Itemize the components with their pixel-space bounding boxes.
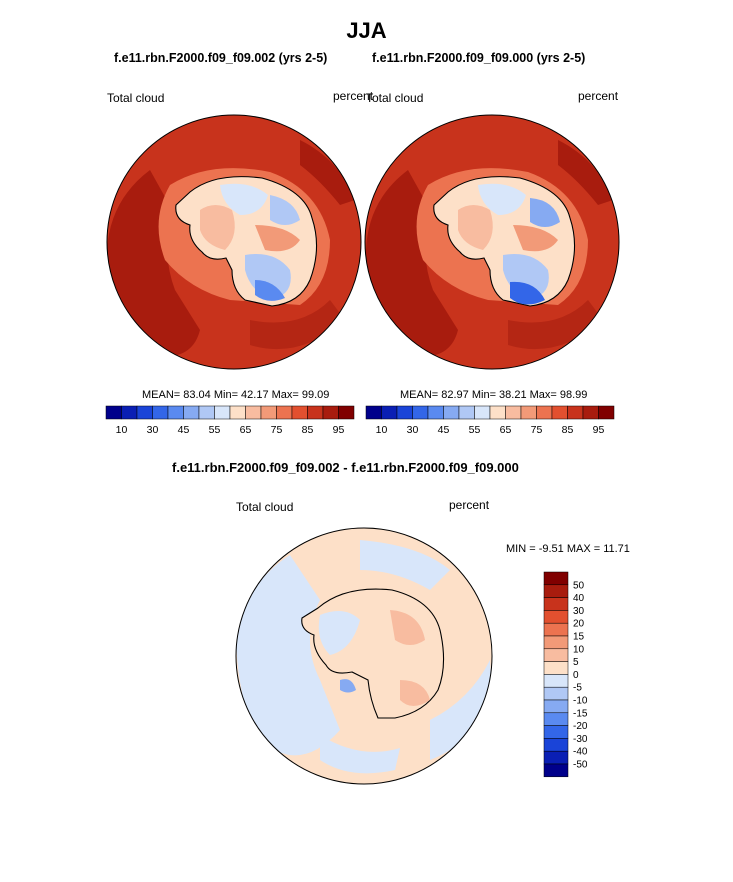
panel2-variable-label: Total cloud — [366, 91, 424, 105]
panel2-colorbar-tick: 65 — [500, 424, 512, 436]
diff-colorbar-tick: -10 — [573, 696, 588, 707]
panel2-interior-warm — [513, 225, 558, 252]
panel1-units-label: percent — [333, 89, 374, 103]
diff-colorbar-box — [543, 584, 569, 598]
diff-colorbar-tick: 50 — [573, 580, 585, 591]
panel2-interior-warm — [458, 205, 493, 250]
panel1-interior-blue — [220, 183, 268, 215]
panel2-colorbar-tick: 10 — [376, 424, 388, 436]
diff-land-warm — [390, 610, 425, 645]
panel1-colorbar-tick: 65 — [240, 424, 252, 436]
diff-colorbar-tick: 20 — [573, 619, 585, 630]
diff-colorbar-box — [543, 635, 569, 650]
diff-colorbar-tick: 30 — [573, 606, 585, 617]
diff-land-blue — [340, 679, 356, 693]
panel1-variable-label: Total cloud — [107, 91, 165, 105]
panel2-interior-blue — [530, 198, 560, 227]
diff-colorbar-tick: 0 — [573, 670, 579, 681]
panel2-colorbar-tick: 30 — [407, 424, 419, 436]
diff-colorbar-box — [543, 763, 569, 778]
panel2-case-title: f.e11.rbn.F2000.f09_f09.000 (yrs 2-5) — [372, 51, 586, 65]
diff-colorbar-tick: -50 — [573, 760, 588, 771]
diff-land-warm — [400, 680, 430, 706]
panel1-dark-region — [300, 140, 355, 205]
diff-colorbar-box — [543, 712, 569, 726]
panel2-colorbar-tick: 55 — [469, 424, 481, 436]
panel1-interior-warm — [255, 225, 300, 252]
panel1-colorbar: 10 30 45 55 65 75 85 95 — [105, 405, 355, 436]
panel1-colorbar-tick: 95 — [333, 424, 345, 436]
diff-colorbar-tick: -5 — [573, 683, 582, 694]
diff-variable-label: Total cloud — [236, 500, 294, 514]
diff-blue-region — [320, 735, 400, 774]
panel2-colorbar-tick: 45 — [438, 424, 450, 436]
diff-colorbar-tick: 10 — [573, 644, 585, 655]
panel2-colorbar-tick: 95 — [593, 424, 605, 436]
diff-colorbar-tick: 5 — [573, 657, 579, 668]
panel1-colorbar-tick: 85 — [302, 424, 314, 436]
panel1-interior-warm — [200, 205, 235, 250]
panel2-interior-blue — [478, 183, 526, 215]
diff-title: f.e11.rbn.F2000.f09_f09.002 - f.e11.rbn.… — [172, 460, 519, 475]
panel1-stats: MEAN= 83.04 Min= 42.17 Max= 99.09 — [142, 389, 330, 401]
diff-colorbar-box — [543, 571, 569, 586]
panel1-colorbar-tick: 30 — [147, 424, 159, 436]
diff-colorbar-tick: -15 — [573, 708, 588, 719]
diff-blue-region — [360, 540, 450, 590]
panel2-units-label: percent — [578, 89, 619, 103]
diff-land-blue — [318, 611, 360, 655]
diff-colorbar-box — [543, 686, 569, 701]
diff-colorbar-tick: 15 — [573, 632, 585, 643]
panel2-colorbar-tick: 75 — [531, 424, 543, 436]
panel1-colorbar-tick: 10 — [116, 424, 128, 436]
panel1-interior-blue — [270, 195, 300, 225]
panel2-colorbar: 10 30 45 55 65 75 85 95 — [365, 405, 615, 436]
diff-units-label: percent — [449, 498, 490, 512]
diff-colorbar-tick: -20 — [573, 721, 588, 732]
diff-colorbar-box — [543, 597, 569, 611]
diff-colorbar-box — [543, 738, 569, 752]
page-title: JJA — [346, 18, 387, 43]
diff-colorbar-box — [543, 610, 569, 624]
diff-blue-region — [430, 660, 492, 760]
diff-colorbar-box — [543, 661, 569, 675]
diff-colorbar-tick: 40 — [573, 593, 585, 604]
panel1-colorbar-box — [338, 405, 355, 420]
diff-colorbar-box — [543, 725, 569, 739]
diff-blue-region — [236, 555, 340, 756]
diff-colorbar-box — [543, 622, 569, 637]
diff-colorbar-box — [543, 648, 569, 662]
panel1-colorbar-tick: 55 — [209, 424, 221, 436]
panel1-dark-region — [107, 170, 200, 357]
panel1-colorbar-tick: 45 — [178, 424, 190, 436]
diff-colorbar-tick: -40 — [573, 747, 588, 758]
panel2-colorbar-tick: 85 — [562, 424, 574, 436]
panel1-interior-blue — [255, 280, 285, 301]
diff-colorbar-box — [543, 750, 569, 765]
diff-stats: MIN = -9.51 MAX = 11.71 — [506, 543, 630, 555]
diff-colorbar-box — [543, 699, 569, 714]
panel1-colorbar-tick: 75 — [271, 424, 283, 436]
panel2-stats: MEAN= 82.97 Min= 38.21 Max= 98.99 — [400, 389, 588, 401]
diff-colorbar-box — [543, 674, 569, 688]
panel2-colorbar-box — [598, 405, 615, 420]
diff-colorbar-tick: -30 — [573, 734, 588, 745]
panel2-dark-region — [558, 140, 613, 205]
panel2-dark-region — [365, 170, 458, 357]
panel1-case-title: f.e11.rbn.F2000.f09_f09.002 (yrs 2-5) — [114, 51, 328, 65]
panel2-interior-blue — [510, 281, 545, 305]
